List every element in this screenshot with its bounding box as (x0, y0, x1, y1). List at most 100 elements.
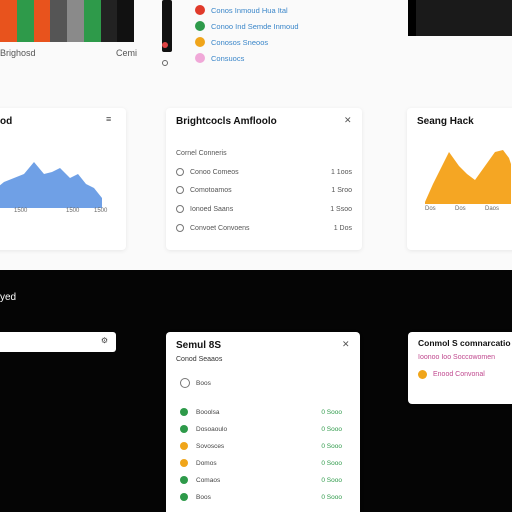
list-item[interactable]: Boos 0 Sooo (180, 493, 342, 501)
checklist-row[interactable]: Convoet Convoens 1 Dos (176, 224, 352, 232)
radio-icon[interactable] (176, 168, 184, 176)
chart-card-left: od ≡ 1500 1500 1500 (0, 108, 126, 250)
info-card-subtitle: Ioonoo Ioo Soccowomen (418, 354, 496, 361)
chart-card-right: Seang Hack Dos Dos Daos (407, 108, 512, 250)
row-label: Comotoamos (190, 186, 232, 194)
axis-label: Dos (455, 206, 466, 212)
strip-segment (117, 0, 134, 42)
status-dot (180, 493, 188, 501)
legend-row[interactable]: Consuocs (195, 50, 299, 66)
axis-label: 1500 (66, 208, 80, 214)
row-label: Ionoed Saans (190, 205, 234, 213)
info-item-label: Enood Convonal (433, 371, 485, 378)
filter-icon (180, 378, 190, 388)
dark-panel (408, 0, 512, 36)
status-dot (180, 476, 188, 484)
status-dot (180, 408, 188, 416)
row-value: 1 1oos (330, 168, 352, 176)
close-icon[interactable]: ✕ (344, 115, 352, 125)
legend-label: Conos Inmoud Hua Ital (211, 5, 288, 15)
strip-segment (83, 0, 101, 42)
legend-label: Conoo Ind Semde Inmoud (211, 21, 299, 31)
info-card-item[interactable]: Enood Convonal (418, 370, 485, 379)
list-card: Semul 8S ✕ Conod Seaaos Boos Booolsa 0 So… (166, 332, 360, 512)
list-item-label: Dosoaoulo (196, 425, 228, 433)
strip-segment (33, 0, 51, 42)
legend-row[interactable]: Conos Inmoud Hua Ital (195, 2, 299, 18)
axis-label: Dos (425, 206, 436, 212)
indicator-dot-red (162, 42, 168, 48)
indicator-dot-outline (162, 60, 168, 66)
list-item-value: 0 Sooo (321, 493, 342, 501)
axis-label: Daos (485, 206, 500, 212)
radio-icon[interactable] (176, 205, 184, 213)
list-item[interactable]: Sovosces 0 Sooo (180, 442, 342, 450)
list-item-value: 0 Sooo (321, 459, 342, 467)
checklist-row[interactable]: Ionoed Saans 1 Ssoo (176, 205, 352, 213)
status-dot (180, 442, 188, 450)
legend-label: Conosos Sneoos (211, 37, 269, 47)
top-legend: Conos Inmoud Hua Ital Conoo Ind Semde Inm… (195, 2, 299, 66)
list-item-value: 0 Sooo (321, 408, 342, 416)
checklist-row[interactable]: Conoo Comeos 1 1oos (176, 168, 352, 176)
legend-label: Consuocs (211, 53, 245, 63)
filter-chip[interactable]: Boos (180, 378, 211, 388)
axis-label: 1500 (14, 208, 28, 214)
list-item-label: Comaos (196, 476, 221, 484)
list-item-label: Domos (196, 459, 217, 467)
list-item-value: 0 Sooo (321, 425, 342, 433)
checklist-subtitle: Cornel Conneris (176, 150, 227, 157)
checklist-title: Brightcocls Amfloolo (176, 116, 277, 127)
area-chart-right (425, 150, 511, 204)
area-chart-left (0, 162, 102, 208)
info-card-right: Conmol S comnarcatio Ioonoo Ioo Soccowom… (408, 332, 512, 404)
list-item[interactable]: Comaos 0 Sooo (180, 476, 342, 484)
row-label: Conoo Comeos (190, 168, 239, 176)
color-strip-card: Brighosd Cemi (0, 0, 138, 66)
strip-segment (0, 0, 17, 42)
menu-icon[interactable]: ≡ (106, 114, 112, 124)
close-icon[interactable]: ✕ (342, 339, 350, 349)
info-card-title: Conmol S comnarcatio (418, 338, 511, 348)
card-left-title: od (0, 116, 13, 127)
strip-segment (67, 0, 84, 42)
list-item-value: 0 Sooo (321, 476, 342, 484)
list-item[interactable]: Dosoaoulo 0 Sooo (180, 425, 342, 433)
legend-dot (195, 21, 205, 31)
strip-label-left: Brighosd (0, 48, 36, 58)
row-value: 1 Ssoo (330, 205, 352, 213)
radio-icon[interactable] (176, 224, 184, 232)
gear-icon[interactable]: ⚙ (100, 336, 108, 345)
legend-dot (195, 5, 205, 15)
strip-segment (16, 0, 34, 42)
row-value: 1 Sroo (331, 186, 352, 194)
section-title: yed (0, 292, 17, 303)
legend-row[interactable]: Conosos Sneoos (195, 34, 299, 50)
list-item-label: Boos (196, 493, 211, 501)
legend-row[interactable]: Conoo Ind Semde Inmoud (195, 18, 299, 34)
list-item-value: 0 Sooo (321, 442, 342, 450)
row-value: 1 Dos (333, 224, 352, 232)
list-card-title: Semul 8S (176, 340, 222, 351)
list-item[interactable]: Domos 0 Sooo (180, 459, 342, 467)
strip-label-right: Cemi (116, 48, 138, 58)
vertical-indicator (162, 0, 172, 52)
checklist-row[interactable]: Comotoamos 1 Sroo (176, 186, 352, 194)
strip-segment (100, 0, 118, 42)
list-item[interactable]: Booolsa 0 Sooo (180, 408, 342, 416)
radio-icon[interactable] (176, 186, 184, 194)
legend-dot (195, 53, 205, 63)
checklist-card: Brightcocls Amfloolo ✕ Cornel Conneris C… (166, 108, 362, 250)
strip-segment (50, 0, 67, 42)
filter-label: Boos (196, 379, 211, 387)
list-item-label: Sovosces (196, 442, 225, 450)
legend-dot (195, 37, 205, 47)
status-dot (180, 425, 188, 433)
color-strip (0, 0, 134, 42)
axis-label: 1500 (94, 208, 108, 214)
list-item-label: Booolsa (196, 408, 220, 416)
row-label: Convoet Convoens (190, 224, 250, 232)
search-input[interactable]: ⚙ (0, 332, 116, 352)
list-card-subtitle: Conod Seaaos (176, 356, 223, 363)
status-dot (180, 459, 188, 467)
